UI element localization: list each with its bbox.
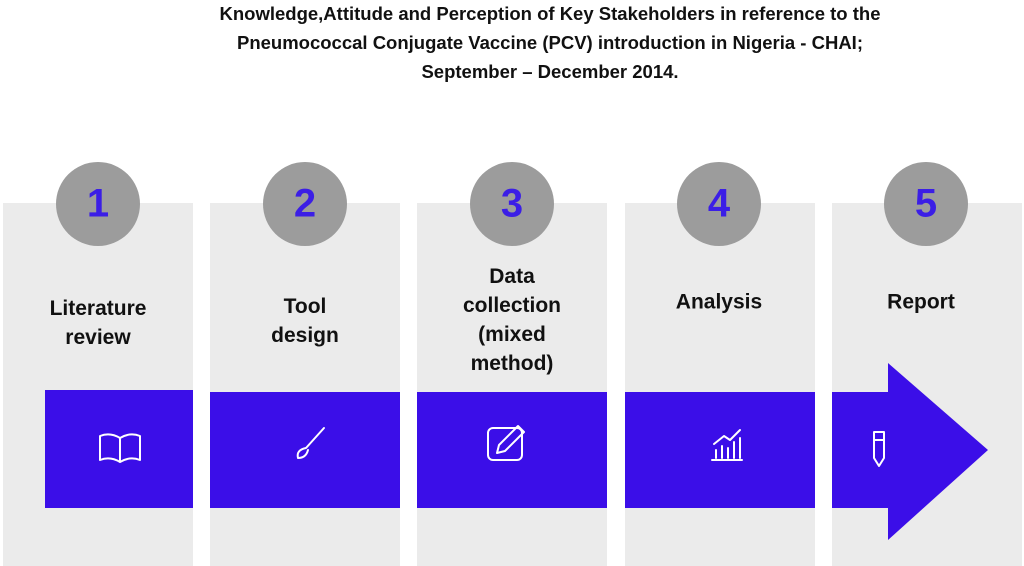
step-number: 1 [87, 182, 109, 226]
step-number: 3 [501, 182, 523, 226]
step-circle [263, 162, 347, 246]
step-label: (mixed [478, 323, 546, 346]
brush-icon [296, 427, 325, 459]
band [625, 392, 815, 508]
steps: 1 Literature review 2 Tool design 3 Data collect… [50, 162, 968, 375]
panel [625, 203, 815, 566]
panel [832, 203, 1022, 566]
panels [3, 203, 1022, 566]
step-circle [884, 162, 968, 246]
step-label: design [271, 324, 339, 347]
step-label: Tool [284, 295, 327, 318]
edit-box-icon [487, 427, 523, 461]
panel [210, 203, 400, 566]
icons [99, 425, 885, 467]
step-label: Report [887, 291, 955, 314]
title-line: Pneumococcal Conjugate Vaccine (PCV) int… [237, 32, 863, 53]
step-number: 2 [294, 182, 316, 226]
step-circle [56, 162, 140, 246]
panel [417, 203, 607, 566]
band [417, 392, 607, 508]
pen-icon [873, 431, 885, 467]
step-number: 5 [915, 182, 937, 226]
chart-icon [711, 429, 743, 461]
step-label: method) [471, 352, 554, 375]
pencil-icon [496, 425, 525, 454]
step-number: 4 [708, 182, 731, 226]
panel [3, 203, 193, 566]
book-icon [99, 433, 141, 463]
step-label: review [65, 326, 131, 349]
title-line: Knowledge,Attitude and Perception of Key… [220, 3, 881, 24]
step-circle [470, 162, 554, 246]
step-label: Data [489, 265, 535, 288]
step-label: collection [463, 294, 561, 317]
band [210, 392, 400, 508]
step-label: Analysis [676, 291, 762, 314]
arrow [832, 363, 988, 540]
title-line: September – December 2014. [421, 61, 678, 82]
step-label: Literature [50, 297, 147, 320]
step-circle [677, 162, 761, 246]
title: Knowledge,Attitude and Perception of Key… [220, 3, 881, 82]
